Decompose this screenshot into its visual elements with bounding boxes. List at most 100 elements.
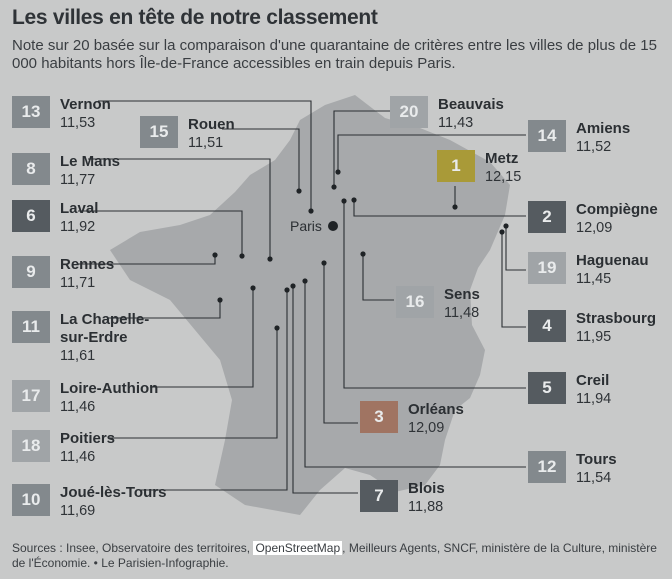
leader-line-orleans: [323, 263, 358, 424]
city-info: Le Mans 11,77: [60, 153, 120, 189]
city-info: Sens 11,48: [444, 286, 480, 322]
rank-badge: 15: [140, 116, 178, 148]
leader-line-vernon: [98, 100, 312, 211]
city-score: 11,54: [576, 470, 612, 486]
city-card-blois: 7 Blois 11,88: [360, 480, 445, 516]
city-name: Laval: [60, 200, 99, 217]
city-name: Creil: [576, 372, 610, 389]
city-score: 11,69: [60, 503, 96, 519]
leader-line-beauvais: [333, 110, 390, 187]
sources-note: Sources : Insee, Observatoire des territ…: [12, 541, 662, 571]
city-dot-metz: [452, 204, 458, 210]
city-name: Loire-Authion: [60, 380, 159, 397]
sources-highlight: OpenStreetMap: [253, 541, 343, 555]
city-card-amiens: 14 Amiens 11,52: [528, 120, 630, 156]
city-score: 11,88: [408, 499, 444, 515]
city-score: 11,95: [576, 329, 612, 345]
city-score: 11,52: [576, 139, 612, 155]
city-score: 11,77: [60, 172, 96, 188]
rank-badge: 13: [12, 96, 50, 128]
city-info: Poitiers 11,46: [60, 430, 115, 466]
city-dot-vernon: [308, 208, 314, 214]
city-card-poitiers: 18 Poitiers 11,46: [12, 430, 115, 466]
city-card-vernon: 13 Vernon 11,53: [12, 96, 111, 132]
city-info: Rennes 11,71: [60, 256, 114, 292]
city-info: La Chapelle-sur-Erdre 11,61: [60, 311, 149, 365]
city-dot-beauvais: [331, 184, 337, 190]
rank-badge: 19: [528, 252, 566, 284]
city-dot-orleans: [321, 260, 327, 266]
city-score: 11,45: [576, 271, 612, 287]
city-card-compiegne: 2 Compiègne 12,09: [528, 201, 658, 237]
leader-line-le-mans: [88, 158, 271, 259]
rank-badge: 18: [12, 430, 50, 462]
city-dot-amiens: [335, 169, 341, 175]
city-card-metz: 1 Metz 12,15: [437, 150, 521, 186]
leader-line-tours: [304, 281, 526, 468]
city-info: Amiens 11,52: [576, 120, 630, 156]
city-name: La Chapelle-sur-Erdre: [60, 311, 150, 346]
leader-line-haguenau: [505, 226, 526, 271]
leader-line-rennes: [78, 255, 216, 265]
city-score: 11,46: [60, 449, 96, 465]
leader-line-sens: [362, 254, 394, 301]
city-info: Compiègne 12,09: [576, 201, 658, 237]
city-card-rennes: 9 Rennes 11,71: [12, 256, 114, 292]
city-dot-le-mans: [267, 256, 273, 262]
rank-badge: 4: [528, 310, 566, 342]
city-score: 11,92: [60, 219, 96, 235]
city-dot-haguenau: [503, 223, 509, 229]
leader-line-poitiers: [108, 328, 278, 439]
sources-prefix: Sources : Insee, Observatoire des territ…: [12, 541, 254, 555]
city-card-orleans: 3 Orléans 12,09: [360, 401, 464, 437]
city-dot-strasbourg: [499, 229, 505, 235]
leader-line-rouen: [222, 128, 300, 191]
city-score: 11,48: [444, 305, 480, 321]
rank-badge: 7: [360, 480, 398, 512]
city-score: 11,53: [60, 115, 96, 131]
paris-label: Paris: [290, 218, 322, 234]
city-card-loire-authion: 17 Loire-Authion 11,46: [12, 380, 158, 416]
city-card-la-chapelle-sur-erdre: 11 La Chapelle-sur-Erdre 11,61: [12, 311, 149, 365]
page-title: Les villes en tête de notre classement: [12, 6, 378, 29]
city-dot-joue-les-tours: [284, 287, 290, 293]
rank-badge: 9: [12, 256, 50, 288]
city-card-sens: 16 Sens 11,48: [396, 286, 480, 322]
city-card-beauvais: 20 Beauvais 11,43: [390, 96, 504, 132]
city-info: Joué-lès-Tours 11,69: [60, 484, 166, 520]
rank-badge: 2: [528, 201, 566, 233]
city-info: Laval 11,92: [60, 200, 98, 236]
leader-line-compiegne: [353, 200, 526, 217]
rank-badge: 11: [12, 311, 50, 343]
city-card-haguenau: 19 Haguenau 11,45: [528, 252, 649, 288]
rank-badge: 14: [528, 120, 566, 152]
rank-badge: 5: [528, 372, 566, 404]
city-card-le-mans: 8 Le Mans 11,77: [12, 153, 120, 189]
leader-line-laval: [78, 210, 243, 256]
city-score: 11,43: [438, 115, 474, 131]
city-name: Blois: [408, 480, 445, 497]
city-name: Le Mans: [60, 153, 121, 170]
leader-line-blois: [292, 286, 358, 494]
paris-marker: [328, 221, 338, 231]
city-card-strasbourg: 4 Strasbourg 11,95: [528, 310, 656, 346]
city-info: Vernon 11,53: [60, 96, 111, 132]
city-card-joue-les-tours: 10 Joué-lès-Tours 11,69: [12, 484, 166, 520]
city-name: Rouen: [188, 116, 235, 133]
city-name: Beauvais: [438, 96, 504, 113]
city-score: 12,09: [576, 220, 613, 236]
city-name: Strasbourg: [576, 310, 657, 327]
page-subtitle: Note sur 20 basée sur la comparaison d'u…: [12, 37, 657, 72]
city-name: Amiens: [576, 120, 631, 137]
city-name: Rennes: [60, 256, 115, 273]
city-dot-sens: [360, 251, 366, 257]
city-name: Metz: [485, 150, 519, 167]
city-card-laval: 6 Laval 11,92: [12, 200, 98, 236]
city-info: Metz 12,15: [485, 150, 521, 186]
rank-badge: 1: [437, 150, 475, 182]
city-info: Loire-Authion 11,46: [60, 380, 158, 416]
city-info: Rouen 11,51: [188, 116, 235, 152]
city-score: 11,61: [60, 348, 96, 364]
city-dot-loire-authion: [250, 285, 256, 291]
